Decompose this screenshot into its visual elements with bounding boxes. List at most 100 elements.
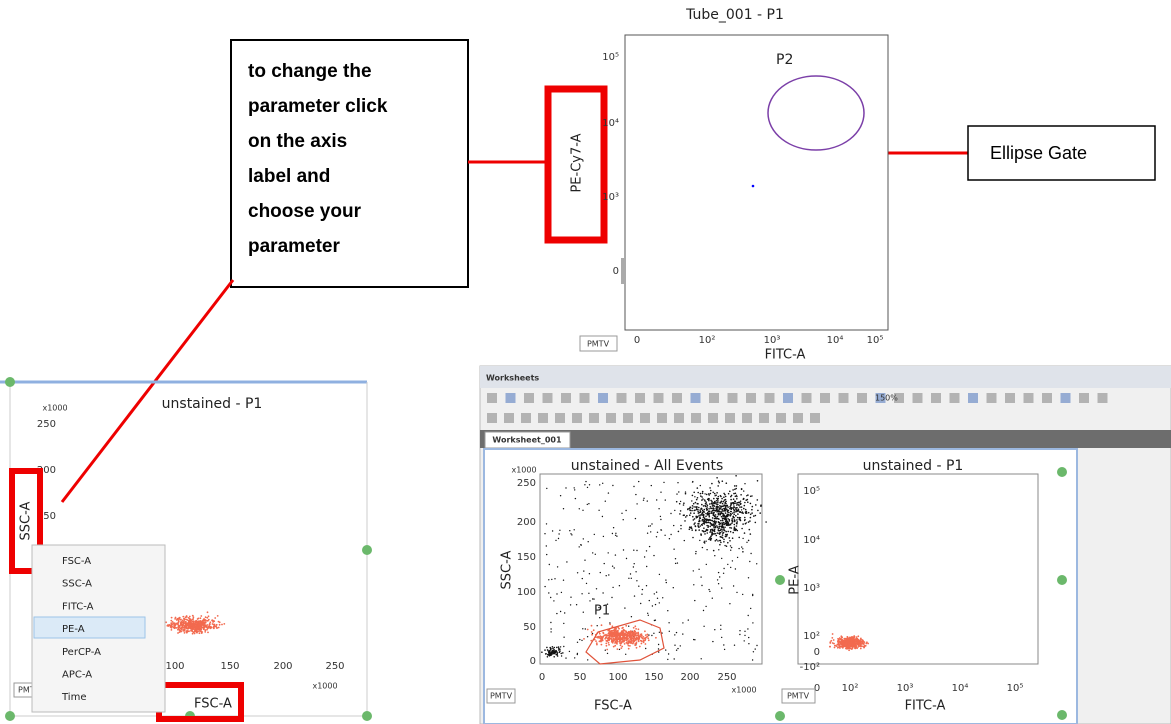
event-dot	[196, 630, 198, 632]
toolbar-icon[interactable]	[950, 393, 960, 403]
toolbar-icon[interactable]	[931, 393, 941, 403]
event-dot	[552, 530, 553, 531]
toolbar-icon[interactable]	[543, 393, 553, 403]
event-dot	[739, 506, 741, 508]
toolbar-icon[interactable]	[968, 393, 978, 403]
toolbar-icon[interactable]	[504, 413, 514, 423]
menu-item[interactable]: FITC-A	[62, 601, 94, 612]
toolbar-icon[interactable]	[524, 393, 534, 403]
menu-item[interactable]: Time	[61, 692, 86, 703]
menu-item[interactable]: PerCP-A	[62, 647, 101, 658]
toolbar-icon[interactable]	[746, 393, 756, 403]
event-dot	[717, 540, 719, 542]
toolbar-icon[interactable]	[674, 413, 684, 423]
menu-item[interactable]: FSC-A	[62, 556, 91, 567]
toolbar-icon[interactable]	[623, 413, 633, 423]
x-axis-label[interactable]: FITC-A	[765, 348, 806, 363]
resize-handle[interactable]	[775, 711, 785, 721]
event-dot	[718, 530, 720, 532]
toolbar-icon[interactable]	[1042, 393, 1052, 403]
x-tick-label: 10³	[764, 335, 781, 346]
event-dot	[668, 622, 669, 623]
toolbar-icon[interactable]	[580, 393, 590, 403]
event-dot	[734, 519, 736, 521]
toolbar-icon[interactable]	[555, 413, 565, 423]
x-axis-label[interactable]: FSC-A	[594, 699, 632, 714]
toolbar-icon[interactable]	[691, 413, 701, 423]
y-axis-label[interactable]: PE-Cy7-A	[570, 133, 585, 192]
toolbar-icon[interactable]	[1005, 393, 1015, 403]
resize-handle[interactable]	[1057, 575, 1067, 585]
toolbar-icon[interactable]	[672, 393, 682, 403]
toolbar-icon[interactable]	[1061, 393, 1071, 403]
toolbar-icon[interactable]	[776, 413, 786, 423]
event-dot	[206, 627, 208, 629]
toolbar-icon[interactable]	[987, 393, 997, 403]
event-dot	[631, 634, 633, 636]
toolbar-icon[interactable]	[1024, 393, 1034, 403]
zoom-level[interactable]: 150%	[875, 394, 898, 403]
event-dot	[210, 627, 212, 629]
resize-handle[interactable]	[5, 377, 15, 387]
toolbar-icon[interactable]	[793, 413, 803, 423]
y-axis-label[interactable]: SSC-A	[19, 501, 34, 540]
toolbar-icon[interactable]	[506, 393, 516, 403]
resize-handle[interactable]	[5, 711, 15, 721]
resize-handle[interactable]	[362, 545, 372, 555]
x-axis-label[interactable]: FSC-A	[194, 697, 232, 712]
resize-handle[interactable]	[775, 575, 785, 585]
toolbar-icon[interactable]	[572, 413, 582, 423]
toolbar-icon[interactable]	[759, 413, 769, 423]
resize-handle[interactable]	[362, 711, 372, 721]
toolbar-icon[interactable]	[487, 393, 497, 403]
toolbar-icon[interactable]	[598, 393, 608, 403]
menu-item[interactable]: APC-A	[62, 670, 92, 681]
toolbar-icon[interactable]	[728, 393, 738, 403]
toolbar-icon[interactable]	[657, 413, 667, 423]
resize-handle[interactable]	[1057, 467, 1067, 477]
toolbar-icon[interactable]	[487, 413, 497, 423]
toolbar-icon[interactable]	[857, 393, 867, 403]
event-dot	[739, 519, 741, 521]
toolbar-icon[interactable]	[521, 413, 531, 423]
toolbar-icon[interactable]	[589, 413, 599, 423]
toolbar-icon[interactable]	[708, 413, 718, 423]
event-dot	[689, 514, 691, 516]
toolbar-icon[interactable]	[635, 393, 645, 403]
event-dot	[666, 582, 667, 583]
event-dot	[655, 604, 656, 605]
menu-item[interactable]: PE-A	[62, 624, 85, 635]
x-tick-label: 10⁵	[1007, 683, 1024, 694]
menu-item[interactable]: SSC-A	[62, 579, 92, 590]
toolbar-icon[interactable]	[691, 393, 701, 403]
toolbar-icon[interactable]	[839, 393, 849, 403]
toolbar-icon[interactable]	[742, 413, 752, 423]
toolbar-icon[interactable]	[820, 393, 830, 403]
event-dot	[702, 523, 704, 525]
toolbar-icon[interactable]	[1098, 393, 1108, 403]
toolbar-icon[interactable]	[802, 393, 812, 403]
toolbar-icon[interactable]	[709, 393, 719, 403]
toolbar-icon[interactable]	[561, 393, 571, 403]
event-dot	[836, 644, 838, 646]
tab-label[interactable]: Worksheet_001	[492, 436, 562, 445]
toolbar-icon[interactable]	[725, 413, 735, 423]
toolbar-icon[interactable]	[783, 393, 793, 403]
y-axis-label[interactable]: SSC-A	[500, 550, 515, 589]
toolbar-icon[interactable]	[913, 393, 923, 403]
x-tick-label: 150	[220, 661, 239, 672]
toolbar-icon[interactable]	[1079, 393, 1089, 403]
toolbar-icon[interactable]	[810, 413, 820, 423]
y-axis-label[interactable]: PE-A	[788, 565, 803, 594]
toolbar-icon[interactable]	[765, 393, 775, 403]
toolbar-icon[interactable]	[606, 413, 616, 423]
event-dot	[207, 611, 209, 613]
toolbar-icon[interactable]	[640, 413, 650, 423]
x-axis-label[interactable]: FITC-A	[905, 699, 946, 714]
event-dot	[717, 516, 718, 517]
toolbar-icon[interactable]	[617, 393, 627, 403]
toolbar-icon[interactable]	[654, 393, 664, 403]
resize-handle[interactable]	[1057, 710, 1067, 720]
event-dot	[563, 646, 564, 647]
toolbar-icon[interactable]	[538, 413, 548, 423]
